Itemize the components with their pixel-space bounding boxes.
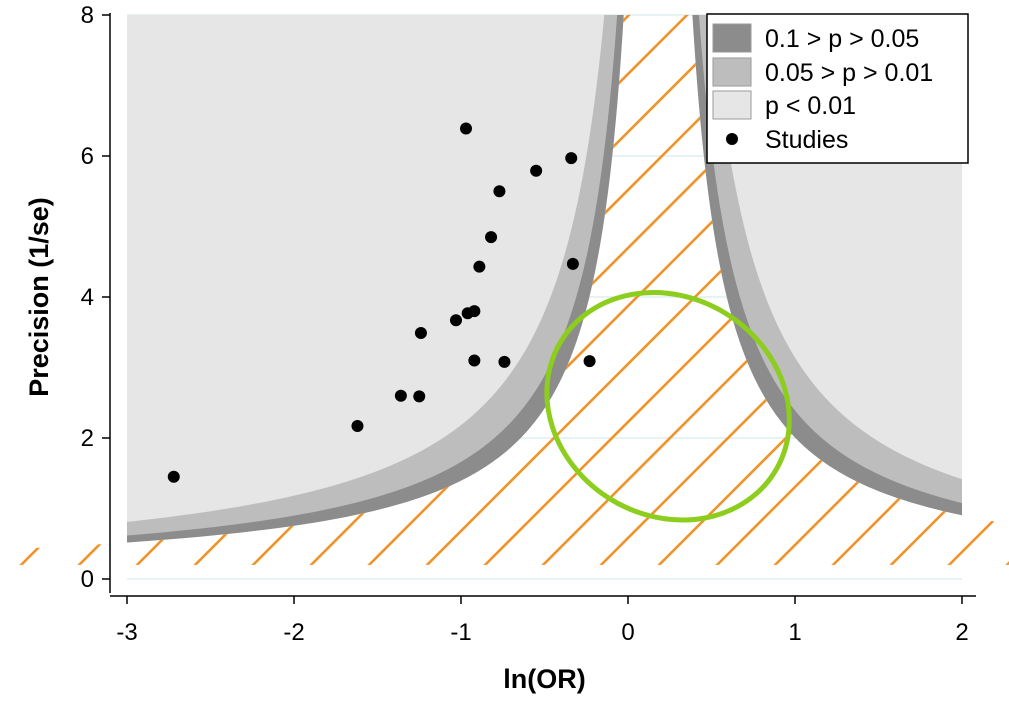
annotation-ellipse [544, 290, 792, 523]
y-tick-label: 0 [81, 566, 94, 593]
y-tick-label: 4 [81, 284, 94, 311]
legend-marker-studies [726, 133, 738, 145]
study-points [167, 122, 596, 483]
x-tick-label: -3 [116, 619, 137, 646]
study-point [485, 231, 498, 244]
legend-label: p < 0.01 [765, 92, 856, 120]
legend-label: 0.05 > p > 0.01 [765, 59, 933, 87]
contour-band-3-left [127, 15, 605, 565]
x-tick-label: 0 [621, 619, 634, 646]
legend-label: 0.1 > p > 0.05 [765, 25, 919, 53]
study-point [449, 314, 462, 327]
study-point [498, 355, 511, 368]
study-point [351, 420, 364, 433]
y-tick-label: 8 [81, 2, 94, 29]
x-tick-label: 2 [955, 619, 968, 646]
axes: 0 2 4 6 8 -3 -2 -1 0 1 2 [81, 2, 976, 646]
hatch-line [992, 15, 1009, 565]
x-tick-label: -1 [450, 619, 471, 646]
study-point [413, 390, 426, 403]
legend-swatch-2 [712, 57, 752, 87]
study-point [566, 257, 579, 270]
study-point [167, 470, 180, 483]
y-tick-label: 6 [81, 143, 94, 170]
hatch-line [702, 15, 1009, 565]
study-point [493, 185, 506, 198]
study-point [473, 260, 486, 273]
study-point [565, 152, 578, 165]
hatch-line [0, 15, 128, 565]
legend: 0.1 > p > 0.05 0.05 > p > 0.01 p < 0.01 Stu… [706, 13, 969, 164]
study-point [414, 326, 427, 339]
y-tick-label: 2 [81, 425, 94, 452]
study-point [394, 389, 407, 402]
study-point [460, 122, 473, 135]
x-tick-label: 1 [788, 619, 801, 646]
study-point [530, 164, 543, 177]
x-tick-label: -2 [283, 619, 304, 646]
y-axis-title: Precision (1/se) [24, 197, 54, 397]
study-point [468, 354, 481, 367]
highlight-ellipse [544, 290, 792, 523]
x-axis-title: ln(OR) [503, 664, 585, 694]
study-point [583, 355, 596, 368]
legend-swatch-3 [712, 90, 752, 120]
legend-swatch-1 [712, 23, 752, 53]
study-point [468, 305, 481, 318]
legend-label: Studies [765, 126, 848, 154]
